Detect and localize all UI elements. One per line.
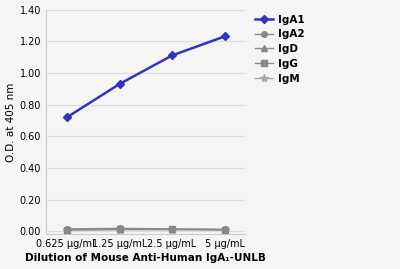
IgA1	[65, 116, 70, 119]
IgM	[117, 228, 122, 231]
IgA1	[170, 54, 174, 57]
Line: IgD: IgD	[64, 226, 227, 232]
IgG	[170, 228, 174, 231]
IgG	[222, 228, 227, 231]
IgA2	[117, 227, 122, 230]
Line: IgM: IgM	[63, 225, 229, 234]
Line: IgG: IgG	[64, 226, 227, 232]
Line: IgA1: IgA1	[64, 34, 227, 120]
IgD	[222, 228, 227, 231]
IgA1	[117, 82, 122, 86]
IgD	[170, 228, 174, 231]
Legend: IgA1, IgA2, IgD, IgG, IgM: IgA1, IgA2, IgD, IgG, IgM	[255, 15, 304, 83]
Y-axis label: O.D. at 405 nm: O.D. at 405 nm	[6, 82, 16, 162]
IgA1	[222, 35, 227, 38]
IgD	[65, 228, 70, 231]
IgM	[65, 228, 70, 232]
IgA2	[222, 228, 227, 231]
Line: IgA2: IgA2	[64, 226, 227, 232]
IgM	[170, 228, 174, 231]
IgD	[117, 228, 122, 231]
IgG	[65, 228, 70, 231]
IgG	[117, 228, 122, 231]
IgA2	[65, 227, 70, 231]
IgM	[222, 228, 227, 232]
IgA2	[170, 227, 174, 231]
X-axis label: Dilution of Mouse Anti-Human IgA₁-UNLB: Dilution of Mouse Anti-Human IgA₁-UNLB	[25, 253, 266, 263]
